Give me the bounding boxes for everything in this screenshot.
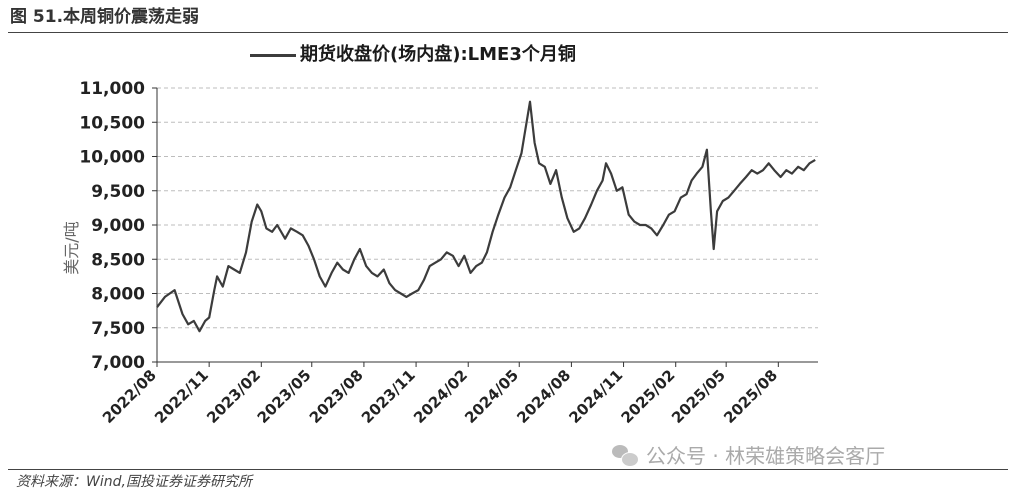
x-tick-label: 2025/08 xyxy=(720,366,781,427)
x-tick-label: 2025/05 xyxy=(668,366,729,427)
y-tick-label: 10,000 xyxy=(79,148,145,168)
wechat-icon xyxy=(612,445,639,467)
x-tick-label: 2022/08 xyxy=(99,366,160,427)
y-tick-label: 11,000 xyxy=(79,79,145,99)
y-tick-label: 7,000 xyxy=(91,353,145,373)
legend-label: 期货收盘价(场内盘):LME3个月铜 xyxy=(300,44,576,65)
legend: 期货收盘价(场内盘):LME3个月铜 xyxy=(250,40,576,70)
x-tick-label: 2025/02 xyxy=(618,366,679,427)
series-line xyxy=(156,100,816,333)
source-note: 资料来源：Wind,国投证券证券研究所 xyxy=(16,474,252,490)
y-tick-label: 8,000 xyxy=(91,285,145,305)
x-tick-label: 2022/11 xyxy=(151,366,212,427)
y-tick-label: 7,500 xyxy=(91,319,145,339)
x-tick-label: 2024/02 xyxy=(410,366,471,427)
y-tick-label: 8,500 xyxy=(91,250,145,270)
legend-line-swatch xyxy=(250,53,296,57)
x-tick-label: 2024/08 xyxy=(513,366,574,427)
bottom-rule xyxy=(8,469,1008,470)
x-tick-label: 2023/11 xyxy=(358,366,419,427)
y-tick-label: 9,500 xyxy=(91,182,145,202)
y-tick-label: 10,500 xyxy=(79,113,145,133)
x-tick-label: 2023/02 xyxy=(203,366,264,427)
x-tick-label: 2023/08 xyxy=(306,366,367,427)
top-rule xyxy=(8,32,1008,33)
line-chart: 7,000 7,500 8,000 8,500 9,000 9,500 10,000 10,5… xyxy=(79,79,818,427)
x-tick-label: 2024/05 xyxy=(461,366,522,427)
watermark-text: 公众号 · 林荣雄策略会客厅 xyxy=(646,444,886,468)
x-tick-label: 2024/11 xyxy=(565,366,626,427)
y-tick-label: 9,000 xyxy=(91,216,145,236)
figure-title: 图 51.本周铜价震荡走弱 xyxy=(10,7,200,27)
watermark: 公众号 · 林荣雄策略会客厅 xyxy=(612,442,885,470)
x-tick-label: 2023/05 xyxy=(254,366,315,427)
